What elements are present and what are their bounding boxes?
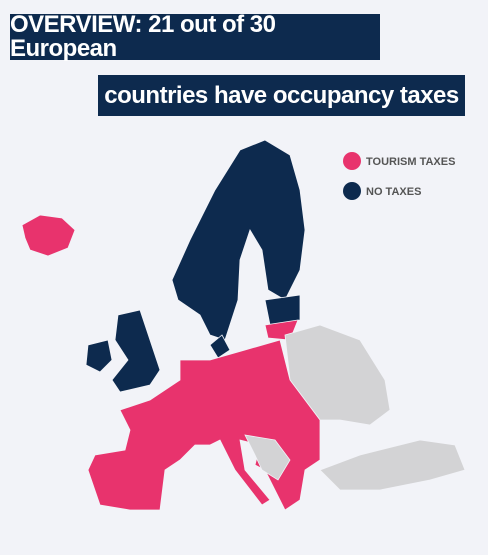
continental-europe: [87, 339, 321, 511]
turkey: [319, 439, 466, 491]
ireland: [85, 339, 113, 373]
legend-label: NO TAXES: [366, 186, 421, 198]
map-regions: [21, 139, 466, 511]
legend-dot: [343, 152, 361, 170]
title-line: OVERVIEW: 21 out of 30 European: [10, 13, 380, 61]
great-britain: [111, 309, 161, 393]
legend-dot: [343, 182, 361, 200]
balkans: [244, 434, 291, 481]
iceland: [21, 214, 76, 257]
baltics: [264, 294, 301, 326]
scandinavia: [171, 139, 306, 341]
denmark: [209, 334, 231, 359]
legend-label: TOURISM TAXES: [366, 156, 455, 168]
title-line: countries have occupancy taxes: [98, 75, 465, 116]
